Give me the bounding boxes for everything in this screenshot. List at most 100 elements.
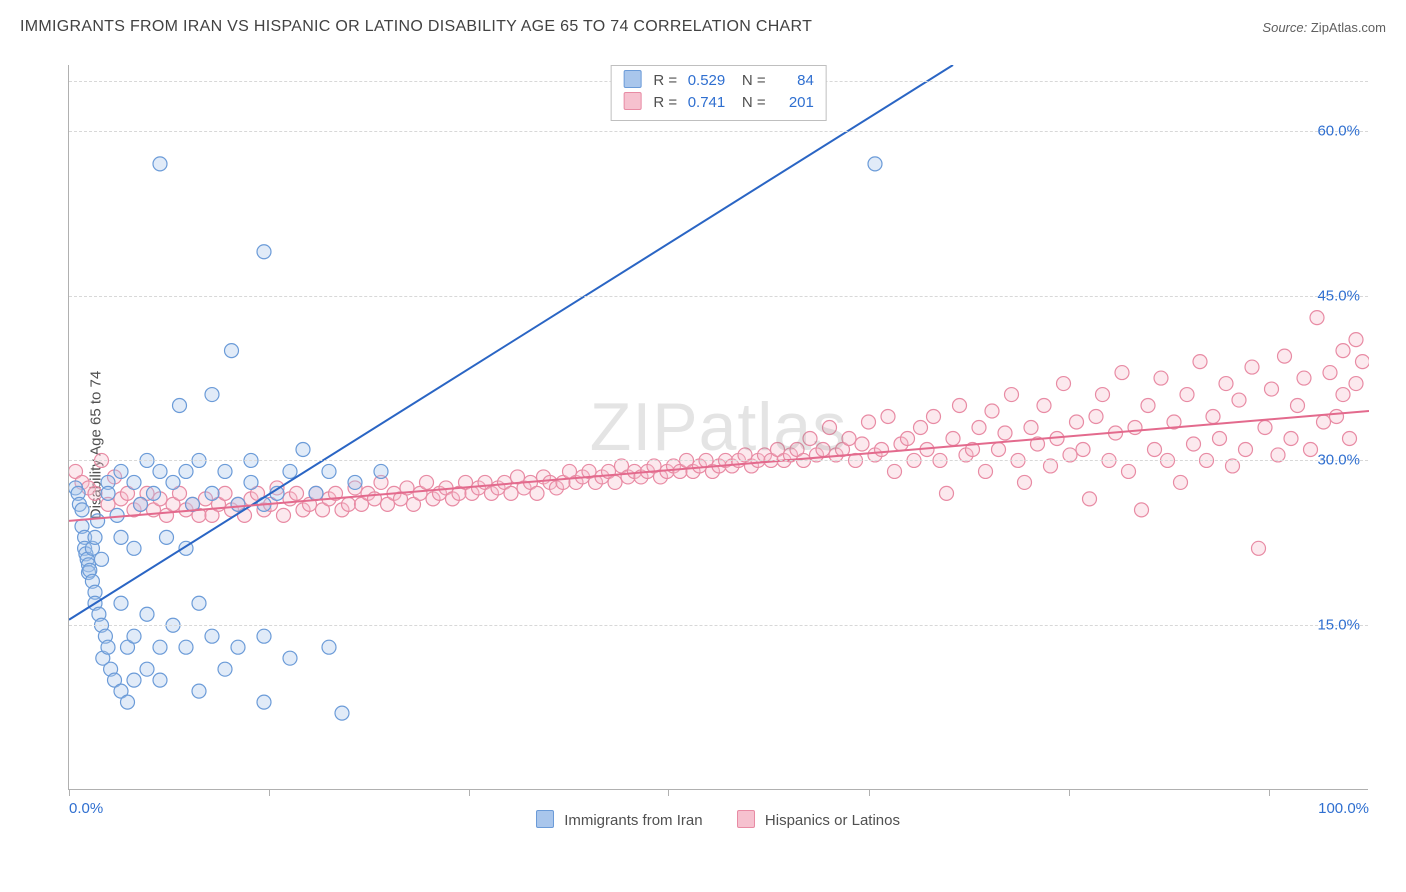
scatter-point <box>1284 431 1298 445</box>
legend-n-label: N = <box>742 94 766 111</box>
scatter-point <box>1343 431 1357 445</box>
scatter-point <box>218 662 232 676</box>
x-tick <box>668 789 669 796</box>
scatter-point <box>1265 382 1279 396</box>
scatter-point <box>953 399 967 413</box>
scatter-point <box>1330 410 1344 424</box>
scatter-point <box>1141 399 1155 413</box>
scatter-point <box>608 475 622 489</box>
scatter-point <box>205 486 219 500</box>
scatter-point <box>1349 377 1363 391</box>
plot-region: R = 0.529 N = 84 R = 0.741 N = 201 ZIPat… <box>68 65 1368 790</box>
legend-swatch-icon <box>536 810 554 828</box>
scatter-point <box>940 486 954 500</box>
legend-n-value: 201 <box>770 92 814 114</box>
scatter-point <box>283 651 297 665</box>
scatter-point <box>1037 399 1051 413</box>
chart-source: Source: ZipAtlas.com <box>1262 20 1386 35</box>
scatter-point <box>1356 355 1370 369</box>
legend-swatch-icon <box>623 92 641 110</box>
chart-header: IMMIGRANTS FROM IRAN VS HISPANIC OR LATI… <box>20 18 1386 48</box>
scatter-point <box>1245 360 1259 374</box>
scatter-point <box>225 344 239 358</box>
legend-row-series1: R = 0.529 N = 84 <box>623 70 814 92</box>
legend-r-value: 0.741 <box>681 92 725 114</box>
scatter-point <box>972 421 986 435</box>
scatter-point <box>322 640 336 654</box>
scatter-point <box>231 497 245 511</box>
scatter-point <box>1336 344 1350 358</box>
scatter-point <box>1083 492 1097 506</box>
gridline <box>69 296 1368 297</box>
scatter-point <box>75 503 89 517</box>
scatter-point <box>888 464 902 478</box>
scatter-point <box>1304 442 1318 456</box>
scatter-point <box>1096 388 1110 402</box>
scatter-point <box>875 442 889 456</box>
x-tick <box>1269 789 1270 796</box>
scatter-point <box>153 640 167 654</box>
scatter-point <box>992 442 1006 456</box>
scatter-point <box>101 486 115 500</box>
scatter-point <box>166 475 180 489</box>
footer-series2-label: Hispanics or Latinos <box>765 812 900 829</box>
scatter-point <box>914 421 928 435</box>
scatter-point <box>1174 475 1188 489</box>
scatter-point <box>998 426 1012 440</box>
scatter-point <box>1278 349 1292 363</box>
scatter-point <box>127 541 141 555</box>
scatter-point <box>374 464 388 478</box>
scatter-point <box>1323 366 1337 380</box>
scatter-point <box>127 475 141 489</box>
scatter-point <box>1336 388 1350 402</box>
y-tick-label: 30.0% <box>1317 452 1360 469</box>
scatter-point <box>192 684 206 698</box>
scatter-point <box>335 706 349 720</box>
scatter-point <box>179 640 193 654</box>
scatter-point <box>927 410 941 424</box>
scatter-point <box>205 629 219 643</box>
scatter-point <box>881 410 895 424</box>
scatter-point <box>803 431 817 445</box>
scatter-point <box>868 157 882 171</box>
scatter-point <box>257 245 271 259</box>
footer-series1-label: Immigrants from Iran <box>564 812 702 829</box>
scatter-point <box>140 607 154 621</box>
scatter-point <box>1291 399 1305 413</box>
plot-svg <box>69 65 1368 789</box>
legend-n-label: N = <box>742 72 766 89</box>
chart-area: Disability Age 65 to 74 R = 0.529 N = 84… <box>20 55 1386 835</box>
scatter-point <box>1135 503 1149 517</box>
scatter-point <box>322 464 336 478</box>
scatter-point <box>1180 388 1194 402</box>
x-tick <box>269 789 270 796</box>
scatter-point <box>277 508 291 522</box>
scatter-point <box>1005 388 1019 402</box>
scatter-point <box>842 431 856 445</box>
scatter-point <box>342 497 356 511</box>
gridline <box>69 625 1368 626</box>
scatter-point <box>160 530 174 544</box>
legend-r-value: 0.529 <box>681 70 725 92</box>
x-tick <box>869 789 870 796</box>
scatter-point <box>283 464 297 478</box>
scatter-point <box>257 629 271 643</box>
scatter-point <box>192 596 206 610</box>
scatter-point <box>862 415 876 429</box>
scatter-point <box>110 508 124 522</box>
gridline <box>69 131 1368 132</box>
scatter-point <box>1187 437 1201 451</box>
scatter-point <box>1297 371 1311 385</box>
scatter-point <box>1024 421 1038 435</box>
y-tick-label: 15.0% <box>1317 617 1360 634</box>
scatter-point <box>530 486 544 500</box>
scatter-point <box>1089 410 1103 424</box>
scatter-point <box>218 486 232 500</box>
scatter-point <box>127 673 141 687</box>
source-label: Source: <box>1262 20 1307 35</box>
y-tick-label: 45.0% <box>1317 287 1360 304</box>
scatter-point <box>1148 442 1162 456</box>
x-tick <box>69 789 70 796</box>
scatter-point <box>1310 311 1324 325</box>
trend-line <box>69 411 1369 521</box>
